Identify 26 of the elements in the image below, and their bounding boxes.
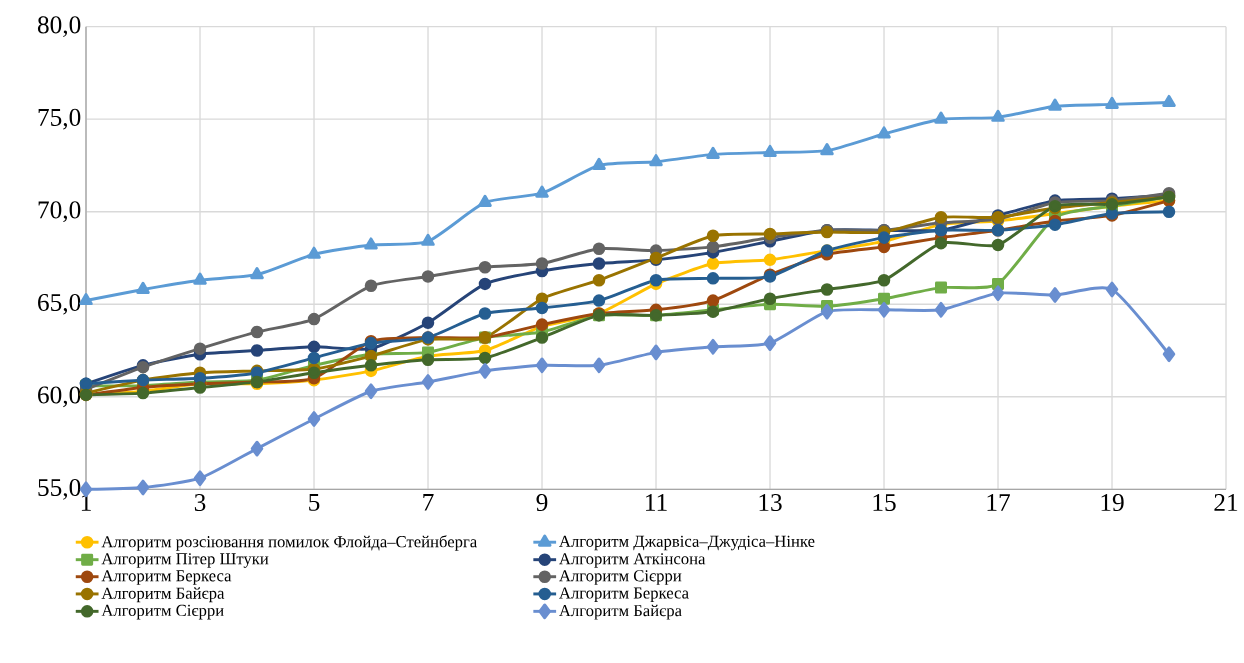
y-tick-label: 80,0 [37,16,81,38]
x-tick-label: 19 [1101,494,1124,512]
x-tick-label: 15 [873,494,896,512]
legend-label: Алгоритм Беркеса [559,587,689,603]
legend-label: Алгоритм Байєра [101,587,225,603]
x-tick-label: 7 [423,494,434,511]
legend-label: Алгоритм Пітер Штуки [101,553,269,568]
y-tick-label: 65,0 [38,294,81,315]
legend-label: Алгоритм Сієрри [101,604,224,620]
y-tick-label: 70,0 [38,201,81,223]
legend-label: Алгоритм Беркеса [101,570,232,585]
x-tick-label: 9 [536,494,548,512]
x-tick-label: 5 [309,494,320,512]
legend-label: Алгоритм Сієрри [559,570,682,585]
x-tick-label: 11 [646,494,667,511]
x-tick-label: 3 [194,494,206,512]
y-tick-label: 55,0 [38,479,81,500]
legend-label: Алгоритм розсіювання помилок Флойда–Стейнберга [101,535,477,551]
x-tick-label: 13 [759,494,782,512]
legend-label: Алгоритм Джарвіса–Джудіса–Нінке [559,535,815,551]
legend-label: Алгоритм Аткінсона [559,553,706,568]
x-tick-label: 17 [987,494,1010,511]
x-tick-label: 21 [1214,494,1238,511]
y-tick-label: 60,0 [38,386,81,408]
y-tick-label: 75,0 [38,109,81,130]
legend-label: Алгоритм Байєра [559,604,682,620]
